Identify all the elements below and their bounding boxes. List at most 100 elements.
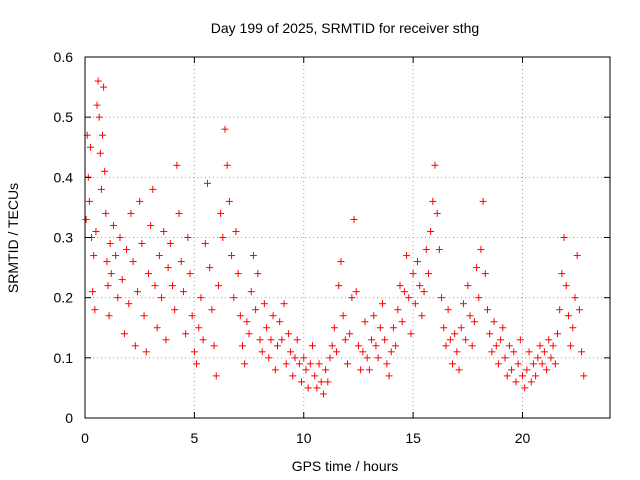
data-point — [144, 270, 152, 278]
y-tick-label: 0.3 — [54, 230, 74, 246]
data-point — [424, 270, 432, 278]
data-point — [164, 264, 172, 272]
data-point — [354, 342, 362, 350]
data-point — [512, 378, 520, 386]
data-point — [357, 366, 365, 374]
data-point — [184, 234, 192, 241]
data-point — [162, 336, 170, 344]
y-tick-label: 0.2 — [54, 290, 74, 306]
data-point — [451, 330, 459, 338]
data-point — [503, 372, 511, 380]
data-point — [134, 288, 141, 296]
data-point — [464, 282, 472, 290]
data-point — [90, 252, 98, 260]
data-point — [138, 240, 146, 248]
data-point — [127, 209, 135, 217]
data-point — [446, 336, 454, 344]
data-point — [573, 252, 581, 260]
data-point — [112, 252, 120, 260]
data-point — [82, 215, 90, 223]
data-point — [298, 378, 306, 386]
data-point — [389, 324, 397, 332]
data-point — [105, 312, 113, 320]
data-point — [571, 294, 579, 302]
data-point — [551, 360, 559, 368]
data-point — [100, 83, 108, 91]
data-point — [435, 246, 443, 254]
data-point — [501, 354, 509, 362]
data-point — [228, 252, 236, 260]
data-point — [376, 324, 384, 332]
data-point — [547, 354, 555, 362]
x-axis-label: GPS time / hours — [292, 458, 399, 474]
data-point — [182, 330, 190, 338]
data-point — [311, 372, 319, 380]
data-point — [440, 324, 448, 332]
data-point — [575, 306, 583, 314]
data-point — [431, 161, 439, 169]
data-point — [173, 161, 181, 169]
data-point — [204, 179, 211, 187]
data-point — [188, 312, 196, 320]
data-point — [352, 288, 360, 296]
data-point — [385, 372, 393, 380]
data-point — [514, 360, 522, 368]
data-point — [96, 149, 104, 157]
data-point — [381, 336, 389, 344]
data-point — [214, 282, 222, 290]
data-point — [131, 342, 139, 350]
data-point — [344, 360, 351, 368]
data-point — [516, 336, 524, 344]
data-point — [313, 384, 321, 392]
data-point — [368, 336, 376, 344]
data-point — [267, 336, 275, 344]
data-point — [532, 372, 540, 380]
data-point — [341, 336, 349, 344]
data-point — [129, 258, 137, 266]
data-point — [322, 366, 330, 374]
data-point — [580, 372, 588, 380]
x-tick-label: 10 — [296, 430, 312, 446]
data-point — [470, 318, 478, 326]
data-point — [260, 300, 268, 308]
data-point — [190, 348, 198, 356]
data-point — [462, 336, 470, 344]
data-point — [94, 77, 102, 85]
data-point — [249, 252, 257, 260]
data-point — [473, 264, 481, 272]
data-point — [519, 372, 526, 380]
data-point — [405, 294, 413, 302]
data-point — [449, 360, 456, 368]
data-point — [104, 282, 112, 290]
data-point — [269, 312, 277, 320]
data-point — [232, 227, 240, 235]
data-point — [309, 342, 316, 350]
data-point — [567, 342, 575, 350]
data-point — [348, 294, 356, 302]
data-point — [186, 270, 194, 278]
data-point — [284, 330, 292, 338]
data-point — [263, 324, 271, 332]
data-point — [538, 360, 546, 368]
data-point — [92, 227, 100, 235]
data-point — [120, 330, 128, 338]
data-point — [337, 258, 345, 266]
y-tick-label: 0.1 — [54, 350, 74, 366]
data-point — [427, 227, 435, 235]
data-point — [306, 360, 314, 368]
data-point — [136, 197, 144, 205]
data-point — [151, 282, 159, 290]
data-point — [101, 167, 109, 175]
data-point — [562, 282, 570, 290]
data-point — [169, 282, 176, 290]
data-point — [223, 161, 231, 169]
data-point — [206, 264, 214, 272]
data-point — [363, 354, 371, 362]
data-point — [525, 348, 533, 356]
data-point — [403, 252, 411, 260]
data-point — [239, 342, 246, 350]
data-point — [140, 312, 148, 320]
data-point — [484, 306, 491, 314]
data-point — [99, 131, 106, 139]
data-point — [155, 252, 163, 260]
